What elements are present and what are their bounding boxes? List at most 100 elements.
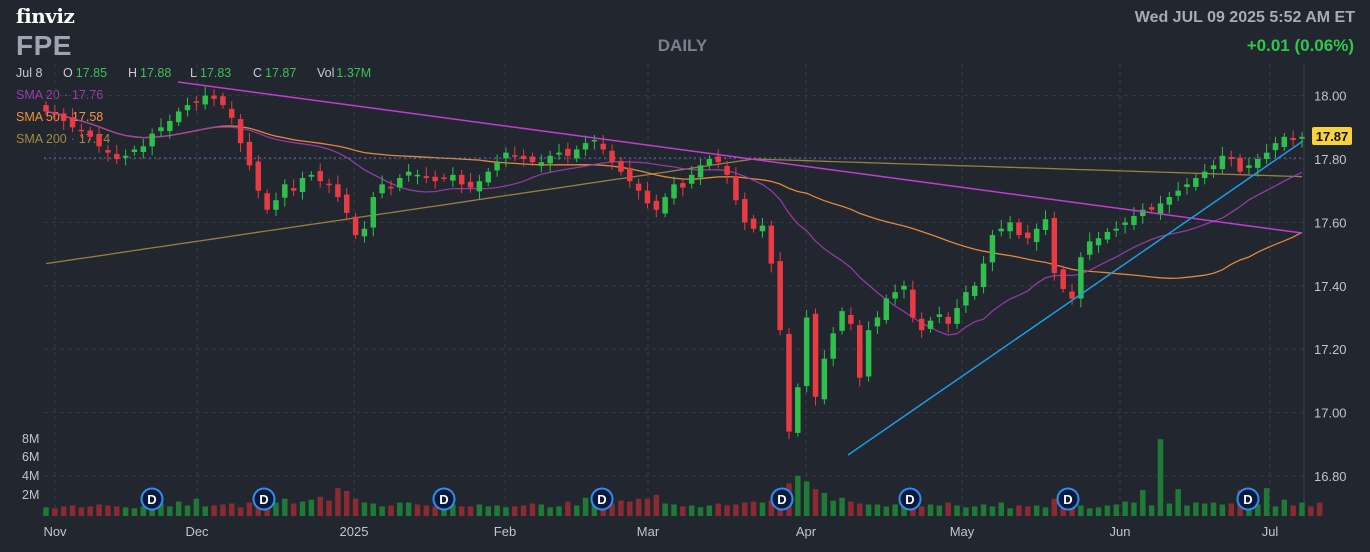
dividend-marker[interactable]: D [432,487,456,511]
candle-body [1237,157,1243,172]
volume-bar [167,506,173,516]
volume-bar [1016,505,1022,516]
volume-bar [1316,502,1323,516]
volume-bar [768,500,775,516]
volume-tick-label: 6M [22,450,39,464]
volume-bar [335,488,341,516]
candle-body [512,155,518,157]
volume-bar [591,504,598,516]
candle-body [1051,217,1058,274]
x-tick-label: Feb [494,524,516,539]
candle-body [52,112,58,115]
dividend-marker[interactable]: D [898,487,922,511]
trendline-down [177,81,1303,234]
candle-body [971,285,978,296]
candle [282,179,288,207]
volume-bar [618,500,624,516]
candle-body [715,156,721,163]
volume-bar [476,504,483,516]
volume-bar [1095,507,1102,516]
volume-bar [52,508,58,516]
volume-bar [1308,506,1314,516]
volume-bar [308,499,315,516]
volume-bar [1113,504,1119,516]
volume-bar [671,504,677,516]
candle [211,89,217,107]
dividend-marker[interactable]: D [770,487,794,511]
candle-body [803,317,810,386]
volume-bar [635,498,642,516]
volume-bar [370,503,377,516]
candle [246,133,253,171]
volume-bar [565,501,571,516]
candle-body [361,228,368,237]
candle-body [60,113,67,121]
candle-body [618,160,624,172]
candle [69,108,76,133]
ohlc-low: L 17.83 [190,66,232,80]
candle [1095,231,1102,253]
volume-bar [857,503,863,516]
volume-bar [458,506,465,516]
volume-bar [114,506,120,516]
candle [237,113,244,153]
candle-body [131,149,138,153]
candle [1157,195,1164,220]
candle [627,160,633,188]
dividend-circle [140,487,164,511]
volume-bar [812,489,819,516]
candle [662,193,668,218]
dividend-marker[interactable]: D [1056,487,1080,511]
y-tick-label: 17.80 [1314,152,1347,167]
volume-bar [105,505,111,516]
candle [388,180,394,196]
volume-bar [1148,505,1155,516]
volume-bar [759,502,766,516]
volume-bar [299,501,306,516]
candle-body [821,358,828,400]
candle [158,118,164,137]
dividend-marker[interactable]: D [252,487,276,511]
candle [1122,217,1128,234]
candle-body [1113,228,1119,231]
candle-body [918,318,925,331]
candle [352,212,359,239]
candle [556,143,562,160]
volume-bar [96,504,102,516]
candle-body [742,198,748,223]
candle [299,171,306,200]
dividend-marker[interactable]: D [1236,487,1260,511]
candle [184,97,191,117]
trendline-up [847,140,1304,456]
candle [892,284,898,305]
volume-bar [503,507,509,516]
dividend-circle [432,487,456,511]
volume-bar [998,502,1005,516]
candle [777,252,783,336]
candle [1051,211,1058,281]
dividend-marker[interactable]: D [590,487,614,511]
dividend-marker[interactable]: D [140,487,164,511]
volume-bar [971,506,978,516]
candle-body [388,186,394,189]
volume-bar [1255,504,1261,516]
candle [786,327,792,440]
candle [175,107,182,127]
volume-bar [1228,503,1234,516]
volume-bar [69,505,76,516]
candle-body [379,184,385,194]
candle-body [733,176,739,201]
candle [883,294,890,324]
dividend-circle [1056,487,1080,511]
candle-body [936,314,943,317]
y-tick-label: 17.60 [1314,215,1347,230]
candle [149,128,155,156]
finviz-logo[interactable]: finviz [16,4,75,28]
sma20-line [45,110,1303,336]
volume-bar [1007,508,1013,516]
candle-body [565,148,571,156]
candle-body [724,165,730,175]
volume-bar [467,506,474,516]
dividend-circle [252,487,276,511]
